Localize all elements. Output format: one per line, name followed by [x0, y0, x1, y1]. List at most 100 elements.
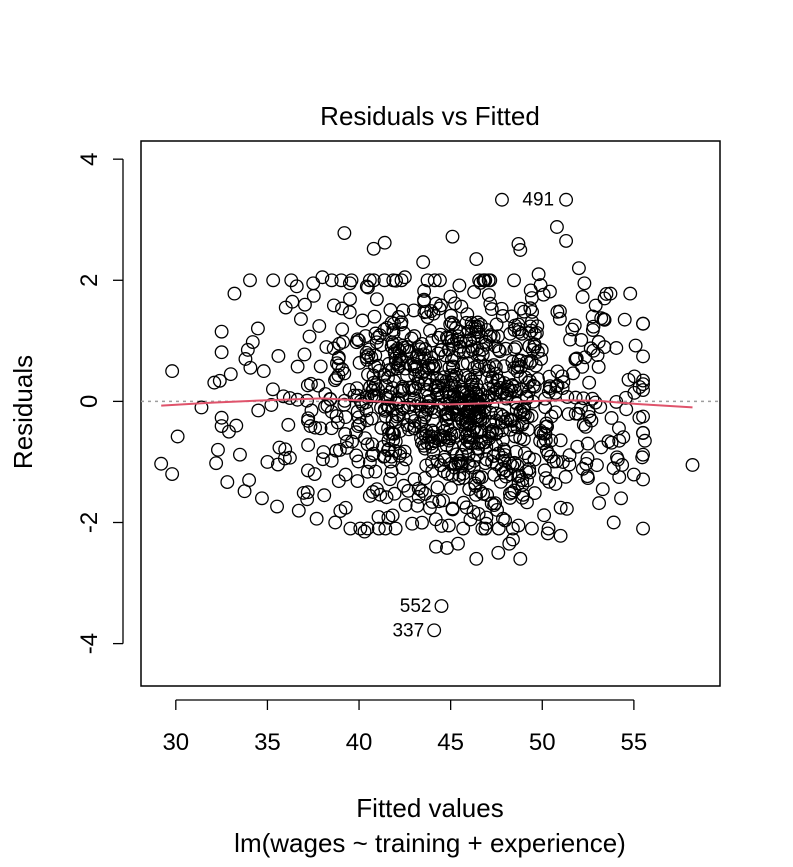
- residual-point: [278, 300, 293, 315]
- y-tick-label: 2: [76, 274, 103, 287]
- residual-point: [531, 267, 546, 282]
- residual-point: [591, 359, 606, 374]
- residual-point: [406, 303, 421, 318]
- residual-point: [300, 485, 315, 500]
- residual-point: [443, 308, 458, 323]
- residual-point: [421, 395, 436, 410]
- residual-point: [517, 304, 532, 319]
- residual-point: [282, 450, 297, 465]
- residual-point: [623, 286, 638, 301]
- residual-point: [513, 301, 528, 316]
- residual-point: [628, 338, 643, 353]
- residual-point: [360, 464, 375, 479]
- residual-point: [578, 419, 593, 434]
- residual-point: [434, 599, 449, 614]
- point-labels: 491 552 337: [392, 190, 554, 642]
- residual-point: [513, 353, 528, 368]
- residual-point: [541, 521, 556, 536]
- x-tick-label: 50: [529, 729, 556, 756]
- residual-point: [433, 428, 448, 443]
- x-axis-label: Fitted values: [356, 793, 503, 823]
- residual-point: [324, 453, 339, 468]
- residual-point: [401, 483, 416, 498]
- residual-point: [317, 488, 332, 503]
- residual-point: [604, 411, 619, 425]
- residual-point: [616, 430, 631, 445]
- residual-point: [456, 521, 471, 536]
- residual-point: [306, 276, 321, 291]
- residual-point: [445, 502, 460, 517]
- residual-point: [489, 457, 504, 472]
- residual-point: [411, 489, 426, 504]
- residual-point: [331, 358, 346, 373]
- residual-point: [520, 495, 534, 510]
- residual-point: [417, 471, 432, 486]
- residual-point: [306, 288, 321, 303]
- residual-point: [324, 273, 339, 288]
- residual-point: [594, 311, 609, 326]
- residual-point: [466, 504, 481, 519]
- residual-point: [332, 336, 347, 351]
- residual-point: [553, 433, 568, 448]
- residual-point: [582, 375, 597, 390]
- residual-point: [383, 472, 397, 487]
- residual-point: [483, 296, 498, 311]
- residual-point: [495, 192, 509, 207]
- residual-point: [417, 283, 432, 298]
- residual-point: [560, 390, 575, 404]
- chart-title: Residuals vs Fitted: [320, 101, 540, 131]
- residual-point: [481, 273, 496, 288]
- residual-point: [154, 456, 169, 471]
- residual-point: [264, 398, 279, 412]
- residual-point: [463, 372, 478, 387]
- residual-point: [521, 384, 536, 399]
- residual-point: [332, 443, 347, 457]
- residual-point: [469, 409, 484, 424]
- y-tick-label: -2: [76, 512, 103, 533]
- residual-point: [559, 192, 574, 207]
- residual-point: [366, 485, 380, 499]
- residual-point: [366, 382, 381, 396]
- residual-point: [307, 467, 322, 482]
- residual-point: [440, 418, 455, 433]
- residual-point: [472, 470, 487, 485]
- residual-point: [609, 341, 624, 355]
- residual-point: [527, 339, 542, 354]
- residual-point: [439, 374, 453, 389]
- residual-point: [209, 456, 224, 471]
- residual-point: [301, 413, 315, 428]
- residual-point: [523, 283, 538, 298]
- residual-point: [433, 433, 448, 448]
- residual-point: [577, 276, 592, 291]
- residual-point: [423, 323, 437, 338]
- residual-point: [360, 521, 375, 536]
- y-tick-label: -4: [76, 633, 103, 654]
- residual-point: [540, 526, 555, 541]
- residual-point: [437, 464, 452, 479]
- residual-point: [301, 438, 316, 453]
- residual-point: [513, 243, 528, 257]
- residual-point: [411, 481, 426, 496]
- residual-point: [342, 305, 357, 320]
- residual-point: [300, 393, 314, 408]
- residual-point: [291, 503, 306, 518]
- residual-point: [464, 316, 479, 330]
- residual-point: [472, 273, 487, 288]
- residual-point: [558, 469, 573, 484]
- residual-point: [350, 404, 365, 419]
- residual-point: [270, 457, 285, 472]
- residual-point: [227, 286, 242, 301]
- residual-point: [419, 429, 433, 444]
- residual-point: [194, 400, 209, 415]
- residual-point: [378, 521, 393, 536]
- residual-point: [379, 490, 394, 505]
- residual-point: [597, 291, 612, 306]
- residual-point: [461, 344, 476, 359]
- residual-point: [533, 278, 548, 293]
- residual-point: [491, 342, 506, 357]
- residual-point: [549, 379, 564, 394]
- residual-point: [512, 322, 527, 337]
- residual-point: [544, 409, 559, 424]
- residual-point: [589, 458, 604, 473]
